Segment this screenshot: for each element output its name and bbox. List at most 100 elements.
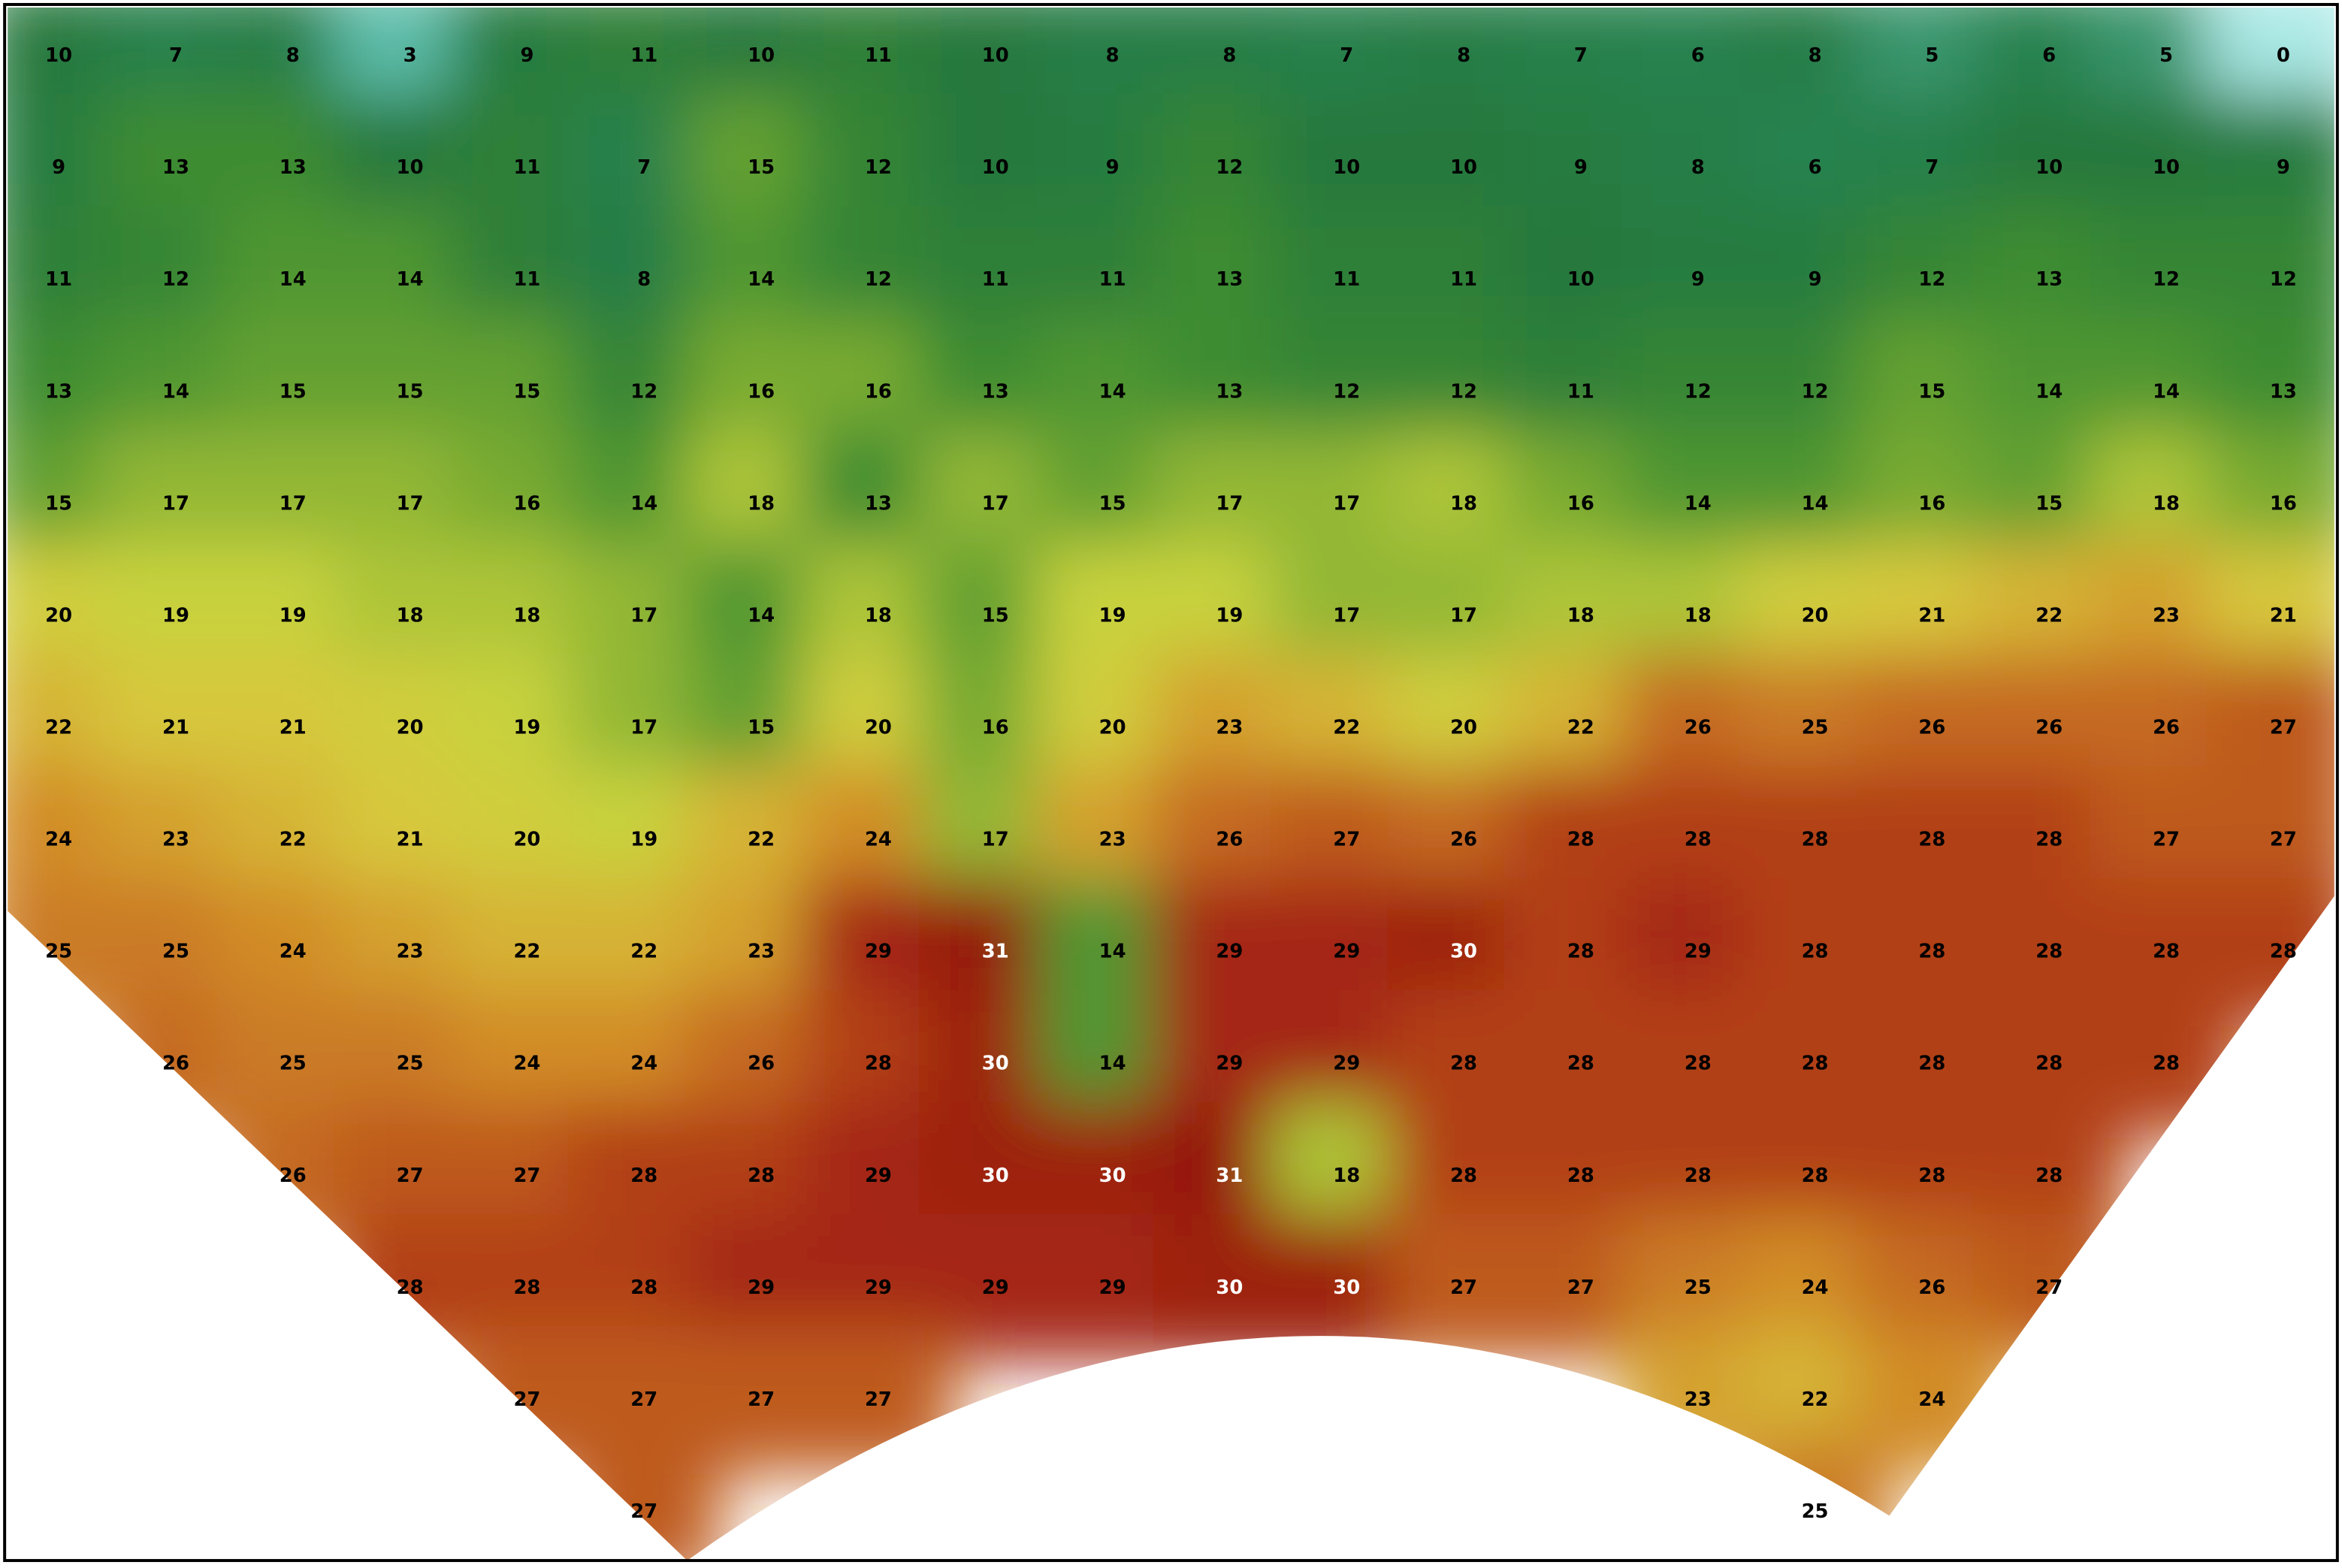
temperature-label: 27 xyxy=(2270,829,2297,851)
temperature-label: 28 xyxy=(2153,941,2180,963)
temperature-label: 12 xyxy=(1450,380,1477,403)
temperature-label: 28 xyxy=(1567,941,1594,963)
temperature-label: 22 xyxy=(630,941,657,963)
temperature-label: 21 xyxy=(162,716,189,739)
temperature-label: 28 xyxy=(1918,1165,1945,1187)
temperature-label: 0 xyxy=(2277,44,2290,67)
temperature-label: 22 xyxy=(1567,716,1594,739)
temperature-label: 11 xyxy=(513,156,540,179)
temperature-label: 6 xyxy=(2042,44,2056,67)
temperature-label: 8 xyxy=(637,268,651,291)
temperature-label: 9 xyxy=(1574,156,1588,179)
temperature-label: 27 xyxy=(513,1388,540,1411)
temperature-label: 20 xyxy=(397,716,424,739)
temperature-label: 20 xyxy=(513,829,540,851)
temperature-label: 14 xyxy=(1099,380,1126,403)
temperature-label: 8 xyxy=(1691,156,1705,179)
temperature-label: 16 xyxy=(513,492,540,515)
temperature-label: 16 xyxy=(1918,492,1945,515)
temperature-label: 28 xyxy=(1802,941,1829,963)
temperature-label: 23 xyxy=(1099,829,1126,851)
temperature-label: 12 xyxy=(1685,380,1712,403)
temperature-label: 17 xyxy=(162,492,189,515)
temperature-label: 28 xyxy=(1802,1165,1829,1187)
temperature-label: 27 xyxy=(748,1388,775,1411)
temperature-label: 28 xyxy=(1685,1053,1712,1075)
temperature-label: 17 xyxy=(1450,604,1477,627)
temperature-label: 11 xyxy=(45,268,72,291)
temperature-label: 11 xyxy=(1099,268,1126,291)
temperature-label: 3 xyxy=(403,44,417,67)
temperature-label: 26 xyxy=(1216,829,1243,851)
temperature-label: 9 xyxy=(520,44,533,67)
temperature-label: 28 xyxy=(2270,941,2297,963)
temperature-label: 15 xyxy=(45,492,72,515)
temperature-label: 17 xyxy=(1333,604,1360,627)
temperature-label: 11 xyxy=(1567,380,1594,403)
temperature-label: 28 xyxy=(397,1276,424,1299)
temperature-label: 13 xyxy=(2035,268,2062,291)
temperature-label: 18 xyxy=(2153,492,2180,515)
temperature-label: 27 xyxy=(2153,829,2180,851)
temperature-label: 28 xyxy=(1567,829,1594,851)
temperature-label: 16 xyxy=(865,380,892,403)
temperature-label: 8 xyxy=(286,44,300,67)
temperature-label: 9 xyxy=(1809,268,1822,291)
temperature-label: 13 xyxy=(982,380,1009,403)
temperature-label: 22 xyxy=(513,941,540,963)
temperature-label: 27 xyxy=(2270,716,2297,739)
temperature-label: 23 xyxy=(397,941,424,963)
temperature-label: 30 xyxy=(1216,1276,1243,1299)
temperature-label: 21 xyxy=(280,716,307,739)
temperature-label: 20 xyxy=(1450,716,1477,739)
temperature-label: 28 xyxy=(865,1053,892,1075)
temperature-label: 28 xyxy=(1450,1165,1477,1187)
temperature-label: 13 xyxy=(1216,268,1243,291)
temperature-label: 18 xyxy=(865,604,892,627)
temperature-label: 22 xyxy=(748,829,775,851)
temperature-label: 9 xyxy=(1106,156,1120,179)
temperature-label: 30 xyxy=(982,1165,1009,1187)
temperature-label: 12 xyxy=(1918,268,1945,291)
temperature-label: 5 xyxy=(1925,44,1939,67)
temperature-label: 18 xyxy=(397,604,424,627)
temperature-label: 12 xyxy=(630,380,657,403)
temperature-label: 23 xyxy=(2153,604,2180,627)
temperature-label: 10 xyxy=(2035,156,2062,179)
temperature-label: 27 xyxy=(513,1165,540,1187)
temperature-label: 11 xyxy=(1333,268,1360,291)
temperature-label: 14 xyxy=(1685,492,1712,515)
temperature-label: 21 xyxy=(2270,604,2297,627)
temperature-label: 28 xyxy=(2035,941,2062,963)
temperature-label: 26 xyxy=(280,1165,307,1187)
temperature-label: 17 xyxy=(1333,492,1360,515)
temperature-label: 27 xyxy=(630,1388,657,1411)
temperature-label: 15 xyxy=(2035,492,2062,515)
temperature-label: 10 xyxy=(748,44,775,67)
temperature-label: 13 xyxy=(162,156,189,179)
temperature-label: 8 xyxy=(1809,44,1822,67)
temperature-label: 10 xyxy=(1450,156,1477,179)
temperature-label: 14 xyxy=(162,380,189,403)
temperature-label: 28 xyxy=(2035,1165,2062,1187)
temperature-label: 11 xyxy=(1450,268,1477,291)
temperature-label: 10 xyxy=(397,156,424,179)
temperature-label: 28 xyxy=(2035,829,2062,851)
temperature-label: 13 xyxy=(1216,380,1243,403)
temperature-label: 14 xyxy=(397,268,424,291)
temperature-label: 7 xyxy=(1925,156,1939,179)
temperature-label: 27 xyxy=(2035,1276,2062,1299)
temperature-label: 14 xyxy=(280,268,307,291)
temperature-label: 23 xyxy=(1685,1388,1712,1411)
temperature-label: 19 xyxy=(1216,604,1243,627)
temperature-label: 29 xyxy=(865,1165,892,1187)
temperature-label: 28 xyxy=(630,1276,657,1299)
temperature-label: 26 xyxy=(162,1053,189,1075)
temperature-label: 10 xyxy=(2153,156,2180,179)
temperature-label: 7 xyxy=(637,156,651,179)
temperature-label: 6 xyxy=(1809,156,1822,179)
temperature-label: 28 xyxy=(513,1276,540,1299)
temperature-label: 23 xyxy=(748,941,775,963)
temperature-label: 12 xyxy=(865,268,892,291)
temperature-label: 7 xyxy=(1574,44,1588,67)
